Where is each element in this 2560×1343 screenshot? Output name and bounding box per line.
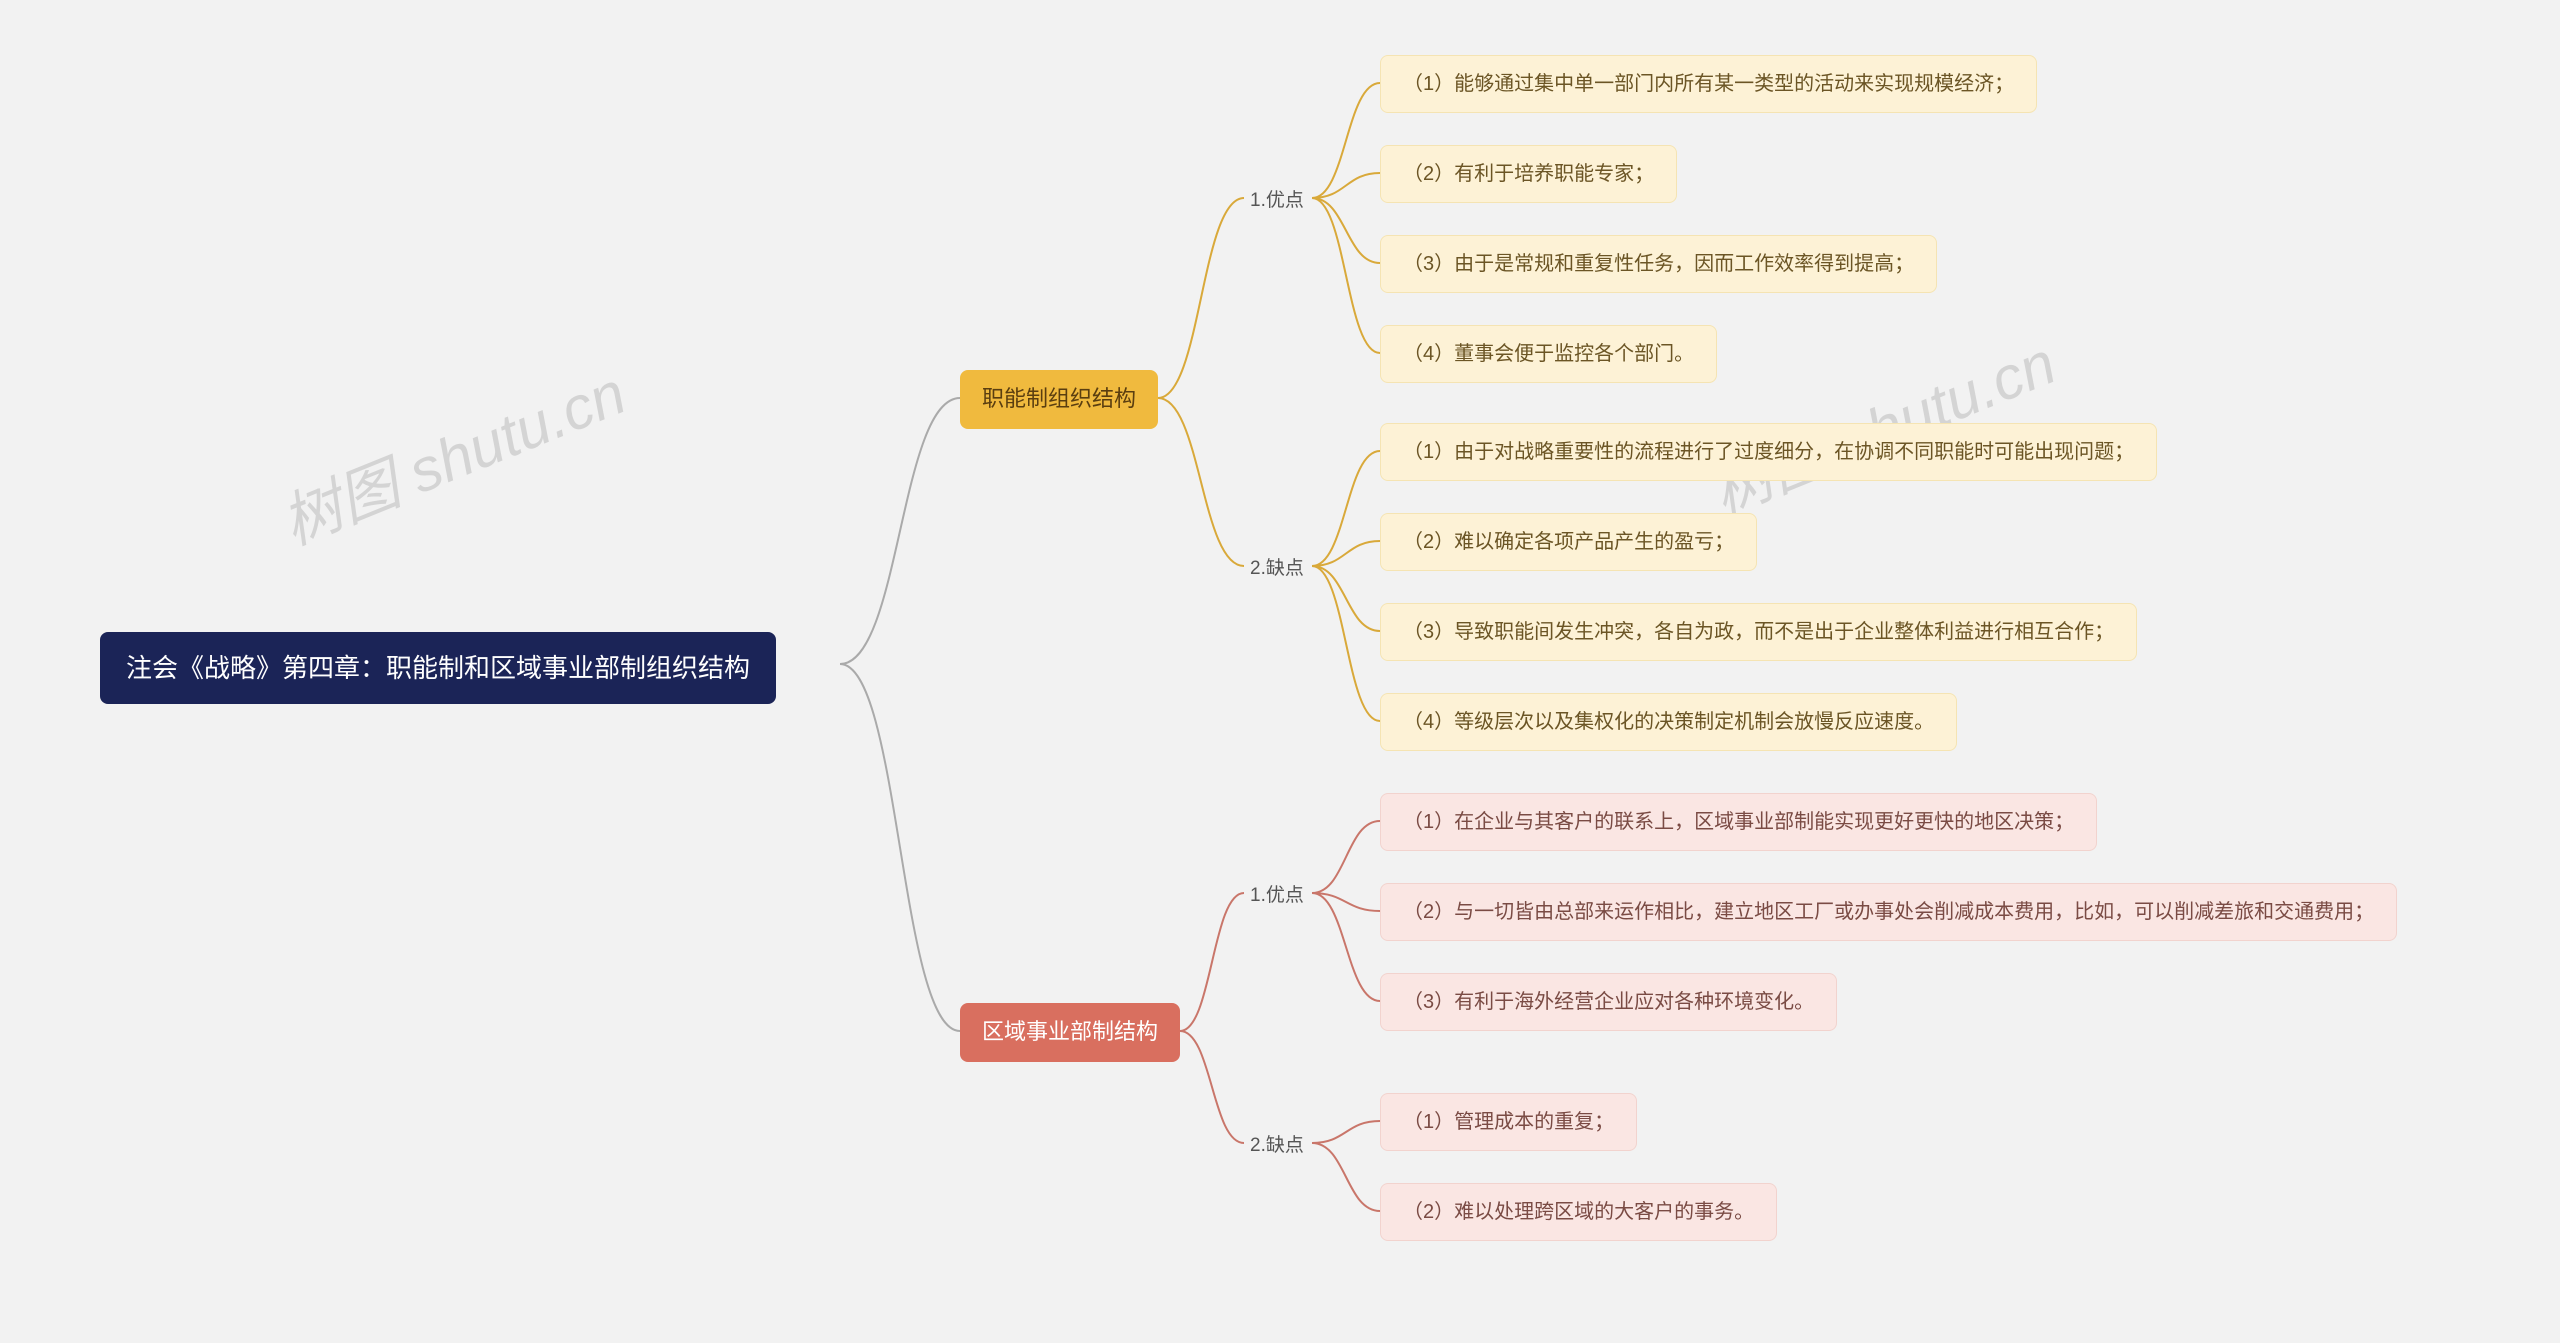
sub-label: 2.缺点 [1250,553,1304,580]
leaf-node: （1）能够通过集中单一部门内所有某一类型的活动来实现规模经济； [1380,55,2037,113]
sub-label: 1.优点 [1250,185,1304,212]
leaf-node: （2）难以确定各项产品产生的盈亏； [1380,513,1757,571]
leaf-node: （3）导致职能间发生冲突，各自为政，而不是出于企业整体利益进行相互合作； [1380,603,2137,661]
leaf-node: （1）管理成本的重复； [1380,1093,1637,1151]
leaf-node: （1）在企业与其客户的联系上，区域事业部制能实现更好更快的地区决策； [1380,793,2097,851]
leaf-node: （1）由于对战略重要性的流程进行了过度细分，在协调不同职能时可能出现问题； [1380,423,2157,481]
sub-label: 1.优点 [1250,880,1304,907]
leaf-node: （2）与一切皆由总部来运作相比，建立地区工厂或办事处会削减成本费用，比如，可以削… [1380,883,2397,941]
watermark: 树图 shutu.cn [267,345,637,562]
sub-label: 2.缺点 [1250,1130,1304,1157]
leaf-node: （2）有利于培养职能专家； [1380,145,1677,203]
branch-node-regional: 区域事业部制结构 [960,1003,1180,1062]
leaf-node: （2）难以处理跨区域的大客户的事务。 [1380,1183,1777,1241]
leaf-node: （4）等级层次以及集权化的决策制定机制会放慢反应速度。 [1380,693,1957,751]
leaf-node: （4）董事会便于监控各个部门。 [1380,325,1717,383]
leaf-node: （3）由于是常规和重复性任务，因而工作效率得到提高； [1380,235,1937,293]
branch-node-functional: 职能制组织结构 [960,370,1158,429]
root-node: 注会《战略》第四章：职能制和区域事业部制组织结构 [100,632,776,704]
leaf-node: （3）有利于海外经营企业应对各种环境变化。 [1380,973,1837,1031]
